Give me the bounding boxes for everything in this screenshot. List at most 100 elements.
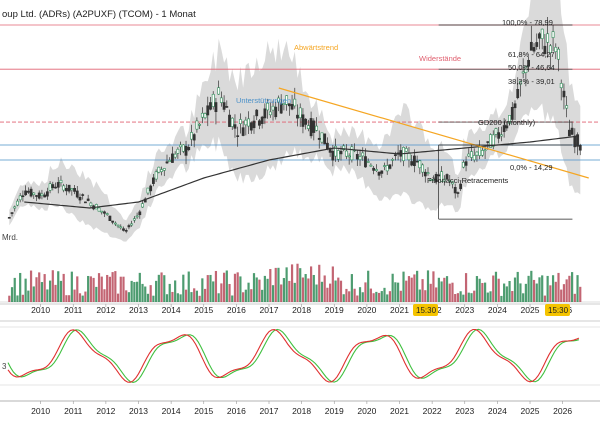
candle-body xyxy=(410,161,414,166)
supports-label: Unterstützungen xyxy=(236,96,291,105)
candle-body xyxy=(445,174,449,180)
volume-bar xyxy=(108,276,112,302)
volume-bar xyxy=(380,291,383,302)
candle-body xyxy=(548,45,552,54)
volume-bar xyxy=(557,272,560,302)
candle-body xyxy=(244,119,248,126)
volume-bar xyxy=(367,270,370,302)
x-tick-label: 2010 xyxy=(31,406,50,416)
candle-body xyxy=(211,93,215,107)
volume-bar xyxy=(342,294,345,302)
fib-label-000: 0,0% - 14,29 xyxy=(510,163,553,172)
candle-body xyxy=(369,164,373,167)
candle-body xyxy=(317,137,321,140)
candles xyxy=(7,16,582,234)
candle-body xyxy=(184,145,188,156)
volume-bar xyxy=(516,271,519,302)
volume-bar xyxy=(141,283,144,302)
volume-bar xyxy=(309,266,313,302)
volume-bar xyxy=(252,273,256,302)
candle-body xyxy=(10,212,14,214)
volume-bar xyxy=(106,274,109,302)
candle-body xyxy=(546,33,550,43)
candle-body xyxy=(206,105,210,116)
candle-body xyxy=(374,169,378,172)
candle-body xyxy=(440,171,443,182)
volume-bar xyxy=(554,281,557,302)
volume-bar xyxy=(538,277,541,302)
candle-body xyxy=(478,146,482,156)
candle-body xyxy=(415,160,419,163)
candle-body xyxy=(293,98,297,107)
volume-bar xyxy=(277,267,280,302)
candle-body xyxy=(249,122,253,131)
candle-body xyxy=(16,200,19,206)
volume-bar xyxy=(174,280,177,302)
volume-bar xyxy=(89,276,92,302)
x-tick-label: 2025 xyxy=(521,406,540,416)
volume-bar xyxy=(280,284,283,302)
volume-bar xyxy=(242,292,245,302)
candle-body xyxy=(75,190,79,198)
volume-bar xyxy=(290,264,294,302)
volume-bar xyxy=(152,295,155,302)
downtrend-label: Abwärtstrend xyxy=(294,43,338,52)
volume-bar xyxy=(16,295,19,302)
volume-bar xyxy=(70,271,73,302)
candle-body xyxy=(315,125,318,131)
x-tick-label: 2018 xyxy=(292,305,311,315)
volume-bar xyxy=(233,273,237,302)
volume-bar xyxy=(301,277,305,302)
volume-bar xyxy=(570,272,574,302)
volume-bar xyxy=(201,278,204,302)
volume-bar xyxy=(532,279,536,302)
volume-bar xyxy=(76,276,79,302)
candle-body xyxy=(350,146,354,161)
x-tick-label: 2017 xyxy=(260,305,279,315)
volume-bar xyxy=(38,272,41,302)
volume-bar xyxy=(497,278,500,302)
volume-bar xyxy=(511,291,514,302)
volume-bar xyxy=(478,278,481,302)
candle-body xyxy=(51,184,55,189)
volume-bar xyxy=(282,278,286,302)
candle-body xyxy=(519,81,522,85)
volume-bar xyxy=(51,270,54,302)
volume-bar xyxy=(312,274,315,302)
candle-body xyxy=(366,161,370,163)
volume-bar xyxy=(486,292,489,302)
candle-body xyxy=(510,106,514,120)
volume-bar xyxy=(331,266,334,302)
candle-body xyxy=(372,167,376,171)
candle-body xyxy=(573,135,577,148)
candle-body xyxy=(266,102,269,111)
candle-body xyxy=(576,134,579,147)
volume-bar xyxy=(364,282,367,302)
candle-body xyxy=(532,47,536,52)
volume-bar xyxy=(165,294,169,302)
volume-bar xyxy=(464,273,468,302)
candle-body xyxy=(73,188,76,192)
volume-bar xyxy=(375,291,378,302)
candle-body xyxy=(263,108,267,119)
candle-body xyxy=(557,48,560,60)
volume-bar xyxy=(155,280,158,302)
x-tick-label: 2013 xyxy=(129,305,148,315)
volume-bar xyxy=(315,284,318,302)
candle-body xyxy=(361,152,365,157)
x-tick-label: 2026 xyxy=(553,406,572,416)
candle-body xyxy=(562,90,566,98)
volume-bar xyxy=(320,281,324,302)
x-tick-label: 2014 xyxy=(162,406,181,416)
volume-bar xyxy=(209,274,212,302)
volume-bar xyxy=(473,290,476,302)
volume-bar xyxy=(451,282,454,302)
volume-bar xyxy=(339,280,343,302)
volume-bar xyxy=(383,287,386,302)
volume-bar xyxy=(271,285,275,302)
volume-bar xyxy=(568,275,571,302)
volume-bar xyxy=(48,280,52,302)
volume-bar xyxy=(65,295,68,302)
volume-bar xyxy=(73,289,76,302)
candle-body xyxy=(380,170,384,174)
